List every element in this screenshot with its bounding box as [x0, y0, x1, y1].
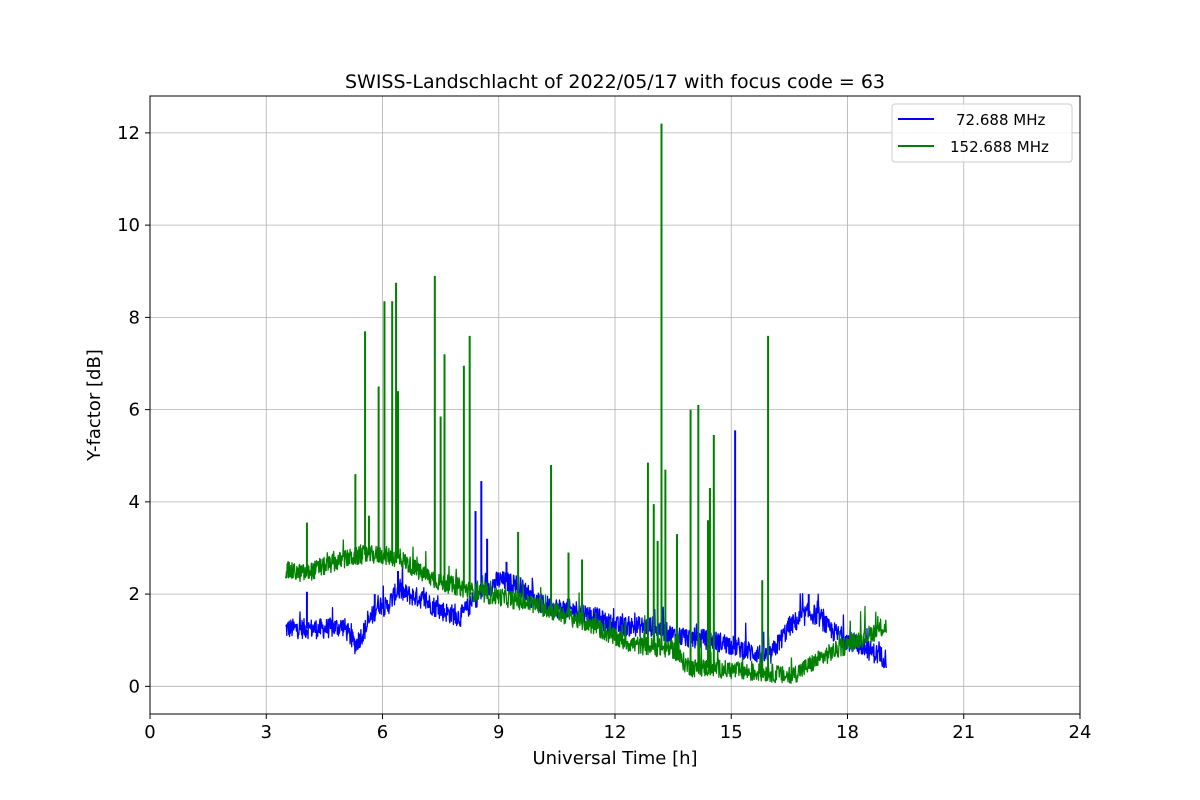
x-tick-label: 0	[144, 722, 155, 743]
x-tick-label: 12	[604, 722, 627, 743]
legend-label-72mhz: 72.688 MHz	[956, 111, 1045, 129]
x-tick-label: 21	[952, 722, 975, 743]
x-tick-label: 15	[720, 722, 743, 743]
chart-title: SWISS-Landschlacht of 2022/05/17 with fo…	[345, 71, 885, 93]
legend-box	[891, 103, 1073, 163]
x-tick-label: 9	[493, 722, 504, 743]
plot-series	[284, 123, 887, 685]
legend: 72.688 MHz 152.688 MHz	[891, 103, 1073, 163]
x-tick-label: 24	[1069, 722, 1092, 743]
y-axis-label: Y-factor [dB]	[84, 349, 105, 462]
y-tick-label: 10	[117, 215, 140, 236]
grid-lines	[149, 96, 1081, 714]
y-tick-label: 0	[129, 676, 140, 697]
y-tick-label: 4	[129, 492, 140, 513]
x-axis-label: Universal Time [h]	[532, 748, 697, 769]
x-tick-label: 3	[261, 722, 272, 743]
series-line-152mhz	[284, 539, 887, 685]
series-line-72mhz	[285, 560, 887, 669]
y-tick-label: 12	[117, 123, 140, 144]
y-tick-label: 2	[129, 584, 140, 605]
y-tick-label: 6	[129, 400, 140, 421]
x-tick-label: 6	[377, 722, 388, 743]
y-tick-label: 8	[129, 307, 140, 328]
x-tick-label: 18	[836, 722, 859, 743]
legend-label-152mhz: 152.688 MHz	[950, 138, 1049, 156]
